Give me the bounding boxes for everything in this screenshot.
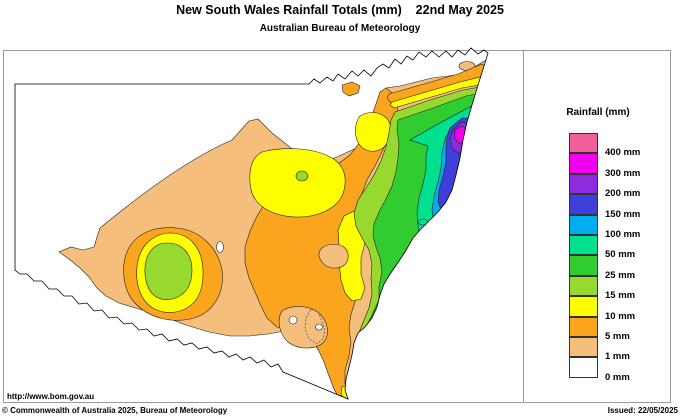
- legend-label: 300 mm: [605, 167, 641, 179]
- legend-label: 5 mm: [605, 331, 630, 342]
- lake-george: [315, 323, 323, 331]
- issued-date: Issued: 22/05/2025: [607, 406, 678, 415]
- act-border: [304, 308, 326, 345]
- legend-label: 15 mm: [605, 290, 636, 302]
- legend-label: 25 mm: [605, 269, 636, 281]
- contour-10mm-north-blob: [249, 148, 346, 218]
- legend-swatch: [569, 235, 598, 256]
- legend-swatch: [569, 275, 598, 297]
- legend-label: 400 mm: [605, 147, 641, 159]
- contour-15mm-west-core: [144, 242, 193, 300]
- contour-5mm-border-patch: [341, 81, 361, 97]
- contour-10mm-ne-band: [389, 75, 488, 109]
- legend: Rainfall (mm) 400 mm 300 mm 200 mm 150 mm 10…: [524, 50, 672, 403]
- legend-swatch: [569, 337, 598, 358]
- legend-swatch: [569, 316, 598, 337]
- contour-10mm-south-tip: [340, 384, 353, 399]
- legend-label: 150 mm: [605, 208, 641, 220]
- lake-small: [288, 315, 298, 325]
- legend-swatch: [569, 133, 598, 154]
- legend-swatch: [569, 357, 598, 378]
- legend-title: Rainfall (mm): [566, 107, 630, 118]
- contour-10mm-ne-patch: [355, 112, 392, 152]
- legend-label: 200 mm: [605, 188, 641, 200]
- legend-swatch: [569, 194, 598, 215]
- copyright-text: © Commonwealth of Australia 2025, Bureau…: [2, 406, 228, 415]
- legend-swatch: [569, 173, 598, 195]
- legend-label: 0 mm: [605, 371, 630, 383]
- legend-label: 10 mm: [605, 310, 636, 322]
- legend-swatch: [569, 214, 598, 235]
- nsw-state-outline: [14, 47, 489, 400]
- lake-west: [216, 241, 224, 253]
- legend-label: 1 mm: [605, 351, 630, 363]
- contour-1mm-small-patch: [318, 243, 349, 269]
- page-subtitle: Australian Bureau of Meteorology: [259, 23, 421, 34]
- bom-url-label: http://www.bom.gov.au: [7, 392, 95, 401]
- contour-50mm-dot-b: [428, 222, 434, 228]
- legend-label: 100 mm: [605, 229, 641, 240]
- contour-15mm-north-spot: [295, 170, 309, 182]
- legend-swatch: [569, 296, 598, 317]
- legend-swatch: [569, 153, 598, 174]
- legend-label: 50 mm: [605, 249, 636, 261]
- page-title: New South Wales Rainfall Totals (mm) 22n…: [176, 3, 504, 17]
- legend-swatch: [569, 255, 598, 276]
- legend-separator: [523, 50, 524, 403]
